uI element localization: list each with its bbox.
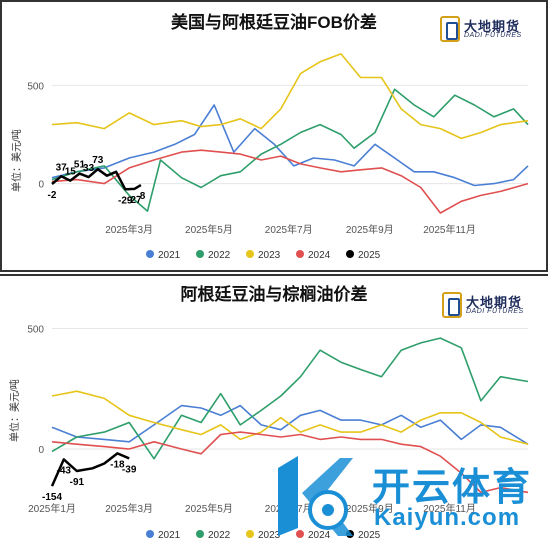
- data-label: -2: [48, 190, 57, 201]
- logo-icon: [440, 16, 460, 42]
- series-line-2024: [51, 149, 529, 214]
- series-line-2022: [51, 88, 529, 212]
- y-tick-label: 500: [27, 81, 44, 92]
- data-label: -91: [70, 477, 85, 488]
- y-tick-label: 500: [27, 324, 44, 335]
- data-label: -18: [110, 459, 125, 470]
- watermark-text-cn: 开云体育: [372, 467, 533, 509]
- series-line-2022: [51, 337, 529, 460]
- legend-marker-2022: [196, 250, 204, 258]
- chart-title: 美国与阿根廷豆油FOB价差: [171, 13, 377, 32]
- data-label: 51: [74, 160, 86, 171]
- data-label: 73: [92, 155, 104, 166]
- legend-label-2022: 2022: [208, 530, 231, 541]
- series-line-2023: [51, 390, 529, 445]
- series-line-2021: [51, 404, 529, 445]
- company-logo: 大地期货 DADI FUTURES: [442, 292, 534, 320]
- series-line-2025: [51, 167, 142, 191]
- x-tick-label: 2025年3月: [105, 223, 153, 236]
- legend-label-2021: 2021: [158, 530, 181, 541]
- y-tick-label: 0: [38, 180, 44, 191]
- x-tick-label: 2025年3月: [105, 502, 153, 515]
- legend-marker-2022: [196, 530, 204, 538]
- legend-label-2025: 2025: [358, 530, 381, 541]
- x-tick-label: 2025年9月: [346, 502, 394, 515]
- legend-marker-2021: [146, 250, 154, 258]
- x-tick-label: 2025年7月: [265, 223, 313, 236]
- logo-icon: [442, 292, 462, 318]
- data-label: -8: [136, 191, 145, 202]
- legend-marker-2024: [296, 250, 304, 258]
- company-logo: 大地期货 DADI FUTURES: [440, 16, 532, 44]
- legend-marker-2025: [346, 250, 354, 258]
- logo-text-en: DADI FUTURES: [464, 32, 522, 39]
- watermark-logo-icon: [278, 456, 353, 536]
- data-label: 15: [65, 167, 77, 178]
- y-tick-label: 0: [38, 445, 44, 456]
- legend-marker-2023: [246, 530, 254, 538]
- data-label: -27: [127, 195, 142, 206]
- x-tick-label: 2025年11月: [423, 502, 476, 515]
- legend-marker-2024: [296, 530, 304, 538]
- x-tick-label: 2025年11月: [423, 223, 476, 236]
- logo-text-cn: 大地期货: [466, 295, 523, 310]
- data-label: -39: [122, 464, 137, 475]
- series-line-2023: [51, 53, 529, 140]
- data-label: 37: [56, 162, 68, 173]
- data-label: -29: [118, 195, 133, 206]
- logo-text-cn: 大地期货: [464, 19, 521, 34]
- data-label: -154: [42, 492, 62, 503]
- legend-label-2024: 2024: [308, 530, 331, 541]
- logo-text-en: DADI FUTURES: [466, 308, 524, 315]
- series-line-2021: [51, 104, 529, 187]
- data-label: 33: [83, 163, 95, 174]
- legend-label-2025: 2025: [358, 250, 381, 261]
- legend-label-2024: 2024: [308, 250, 331, 261]
- legend-label-2022: 2022: [208, 250, 231, 261]
- x-tick-label: 2025年9月: [346, 223, 394, 236]
- legend-marker-2021: [146, 530, 154, 538]
- series-line-2024: [51, 431, 529, 494]
- legend-marker-2023: [246, 250, 254, 258]
- chart-title: 阿根廷豆油与棕榈油价差: [180, 285, 368, 304]
- legend-label-2021: 2021: [158, 250, 181, 261]
- watermark: 开云体育 Kaiyun.com: [260, 448, 550, 548]
- legend-label-2023: 2023: [258, 530, 281, 541]
- x-tick-label: 2025年1月: [28, 502, 76, 515]
- chart-panel-2: 阿根廷豆油与棕榈油价差 大地期货 DADI FUTURES: [0, 274, 548, 549]
- x-tick-label: 2025年5月: [185, 502, 233, 515]
- data-label: -43: [57, 465, 72, 476]
- watermark-text-en: Kaiyun.com: [374, 504, 521, 531]
- series-line-2025: [50, 452, 130, 487]
- legend-label-2023: 2023: [258, 250, 281, 261]
- x-tick-label: 2025年5月: [185, 223, 233, 236]
